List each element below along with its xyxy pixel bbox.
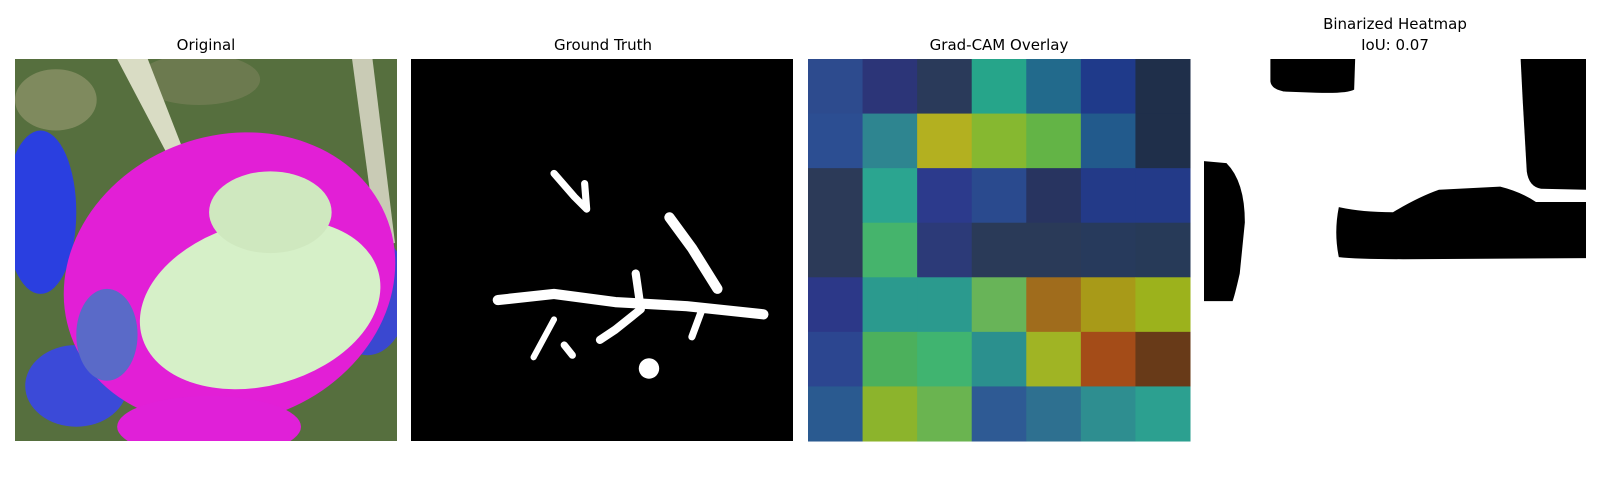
heatmap-cell [1026,277,1082,333]
heatmap-cell [1080,113,1136,169]
heatmap-cell [808,386,864,442]
heatmap-cell [862,113,918,169]
heatmap-cell [971,59,1027,115]
heatmap-cell [862,277,918,333]
heatmap-cell [1080,331,1136,387]
gradcam-overlay [808,59,1191,442]
panel-title: Grad-CAM Overlay [930,36,1069,54]
heatmap-cell [808,277,864,333]
heatmap-cell [1080,168,1136,224]
heatmap-cell [862,331,918,387]
heatmap-cell [1026,113,1082,169]
heatmap-cell [862,59,918,115]
heatmap-cell [808,113,864,169]
heatmap-cell [1135,59,1191,115]
heatmap-cell [971,168,1027,224]
heatmap-cell [917,222,973,278]
panel-title: Ground Truth [554,36,652,54]
heatmap-cell [1026,386,1082,442]
heatmap-cell [808,168,864,224]
heatmap-cell [862,386,918,442]
heatmap-cell [1080,386,1136,442]
heatmap-cell [917,386,973,442]
heatmap-cell [1080,59,1136,115]
panel-title: Binarized Heatmap [1323,15,1467,33]
ground-truth-mask [411,59,794,442]
heatmap-cell [917,277,973,333]
heatmap-cell [808,222,864,278]
heatmap-cell [1026,168,1082,224]
heatmap-cell [808,59,864,115]
heatmap-cell [1026,331,1082,387]
heatmap-cell [1135,277,1191,333]
heatmap-cell [862,222,918,278]
heatmap-cell [1026,222,1082,278]
heatmap-cell [1135,113,1191,169]
heatmap-cell [917,113,973,169]
heatmap-cell [971,222,1027,278]
heatmap-cell [917,331,973,387]
original-image [15,59,398,442]
heatmap-cell [808,331,864,387]
heatmap-cell [971,331,1027,387]
heatmap-cell [1080,222,1136,278]
heatmap-cell [1135,222,1191,278]
heatmap-cell [1135,331,1191,387]
heatmap-cell [862,168,918,224]
heatmap-cell [1135,386,1191,442]
panel-subtitle: IoU: 0.07 [1361,36,1429,54]
heatmap-cell [1135,168,1191,224]
heatmap-cell [917,59,973,115]
heatmap-cell [1080,277,1136,333]
heatmap-cell [971,113,1027,169]
heatmap-cell [971,277,1027,333]
panel-title: Original [177,36,236,54]
heatmap-cell [917,168,973,224]
heatmap-cell [971,386,1027,442]
binarized-heatmap [1204,59,1587,442]
heatmap-cell [1026,59,1082,115]
